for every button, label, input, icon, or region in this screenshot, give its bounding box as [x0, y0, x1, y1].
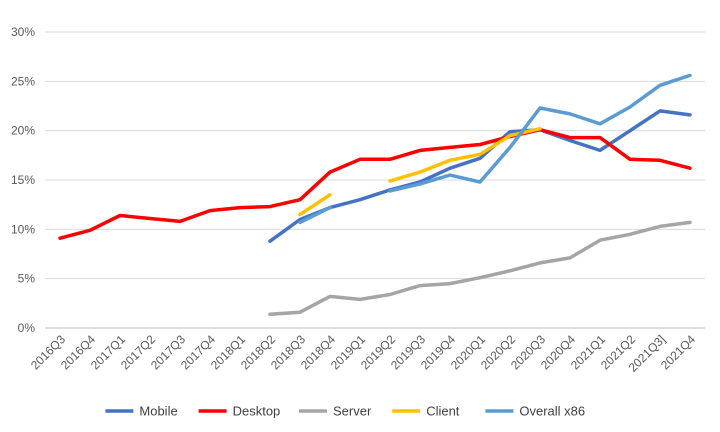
series-line-overall-x86: [388, 73, 692, 193]
series-line-server: [268, 220, 692, 316]
series-line-desktop: [58, 127, 692, 240]
legend-label: Overall x86: [519, 404, 585, 419]
series-line-client: [388, 126, 542, 183]
series-mobile: [268, 109, 692, 243]
legend-label: Server: [333, 404, 372, 419]
legend-label: Mobile: [139, 404, 177, 419]
legend-item-desktop: Desktop: [198, 404, 281, 419]
x-tick-label: 2021Q4: [658, 332, 698, 372]
series-line-client: [298, 193, 332, 217]
series-client: [298, 126, 542, 217]
series-server: [268, 220, 692, 316]
series-desktop: [58, 127, 692, 240]
legend-label: Client: [426, 404, 460, 419]
y-tick-label: 10%: [11, 222, 35, 236]
gridlines: [45, 31, 705, 329]
y-tick-label: 5%: [18, 272, 36, 286]
y-tick-label: 30%: [11, 25, 35, 39]
series-lines: [58, 73, 692, 316]
legend-label: Desktop: [233, 404, 281, 419]
legend-item-overall-x86: Overall x86: [485, 404, 585, 419]
y-tick-label: 20%: [11, 124, 35, 138]
legend-item-client: Client: [392, 404, 460, 419]
legend-item-server: Server: [299, 404, 372, 419]
legend: Mobile Desktop Server Client Overall x86: [105, 404, 585, 419]
legend-item-mobile: Mobile: [105, 404, 178, 419]
series-line-mobile: [268, 109, 692, 243]
series-line-overall-x86: [298, 205, 332, 225]
series-overall-x86: [298, 73, 692, 225]
y-tick-label: 0%: [18, 321, 36, 335]
y-tick-label: 15%: [11, 173, 35, 187]
y-tick-label: 25%: [11, 74, 35, 88]
